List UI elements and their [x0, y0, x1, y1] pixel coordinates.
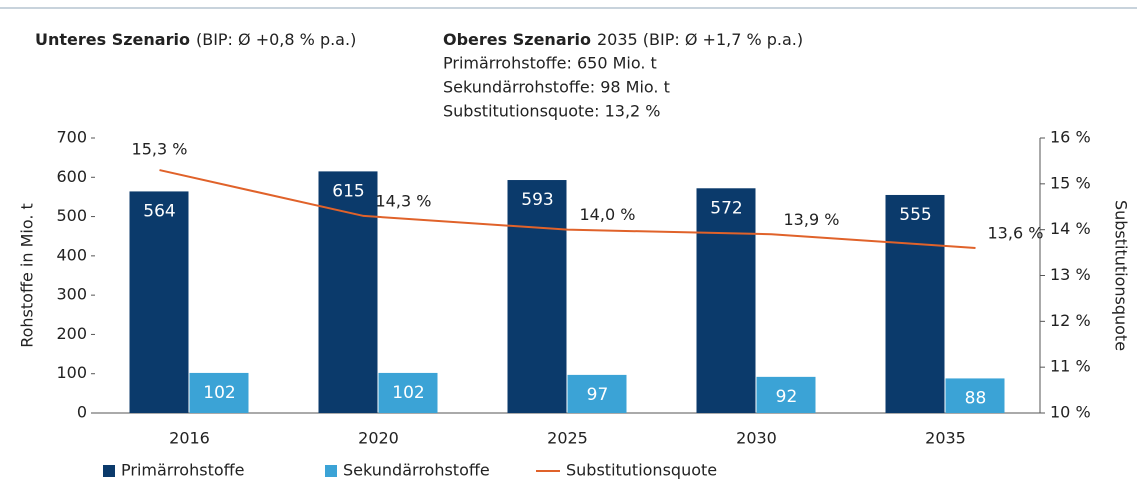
- annotation-line: Primärrohstoffe: 650 Mio. t: [443, 54, 657, 73]
- line-label: 14,3 %: [376, 191, 432, 210]
- annotation: Unteres Szenario (BIP: Ø +0,8 % p.a.): [35, 30, 356, 49]
- y2-tick-label: 10 %: [1050, 403, 1091, 422]
- bar: [378, 372, 438, 413]
- y2-tick-label: 11 %: [1050, 357, 1091, 376]
- y-tick-label: 700: [56, 128, 87, 147]
- bar-label: 555: [899, 205, 931, 225]
- x-tick-label: 2035: [925, 429, 966, 448]
- y2-tick-label: 13 %: [1050, 265, 1091, 284]
- bar: [756, 376, 816, 413]
- line-label: 15,3 %: [132, 140, 188, 159]
- bar-label: 88: [965, 388, 987, 408]
- bar-label: 564: [143, 201, 175, 221]
- y-tick-label: 600: [56, 167, 87, 186]
- legend-swatch: [103, 465, 115, 477]
- y-tick-label: 200: [56, 324, 87, 343]
- bar-label: 102: [392, 383, 424, 403]
- bar-label: 97: [587, 385, 609, 405]
- bar: [129, 191, 189, 413]
- line-label: 13,6 %: [988, 224, 1044, 243]
- bar: [567, 374, 627, 413]
- bar-label: 615: [332, 181, 364, 201]
- bar: [945, 378, 1005, 413]
- line: [159, 169, 976, 249]
- annotation-title: Oberes Szenario: [443, 30, 591, 49]
- x-tick-label: 2016: [169, 429, 210, 448]
- y-tick-label: 400: [56, 245, 87, 264]
- y-tick-label: 500: [56, 206, 87, 225]
- y-tick-label: 100: [56, 363, 87, 382]
- bar: [189, 372, 249, 413]
- annotation-line: Sekundärrohstoffe: 98 Mio. t: [443, 78, 670, 97]
- annotation: Oberes Szenario 2035 (BIP: Ø +1,7 % p.a.): [443, 30, 803, 49]
- y2-tick-label: 16 %: [1050, 128, 1091, 147]
- line-label: 13,9 %: [784, 210, 840, 229]
- bar-label: 572: [710, 198, 742, 218]
- x-tick-label: 2020: [358, 429, 399, 448]
- bar-label: 102: [203, 383, 235, 403]
- legend-swatch: [325, 465, 337, 477]
- x-tick-label: 2030: [736, 429, 777, 448]
- annotation-text: 2035 (BIP: Ø +1,7 % p.a.): [597, 30, 803, 49]
- bar: [696, 188, 756, 413]
- y2-axis-title: Substitutionsquote: [1112, 200, 1131, 351]
- y-axis-title: Rohstoffe in Mio. t: [18, 203, 37, 348]
- y-tick-label: 0: [77, 403, 87, 422]
- annotation-line: Substitutionsquote: 13,2 %: [443, 102, 661, 121]
- x-tick-label: 2025: [547, 429, 588, 448]
- bar-label: 92: [776, 387, 798, 407]
- line-label: 14,0 %: [580, 205, 636, 224]
- legend-label: Primärrohstoffe: [121, 461, 245, 480]
- annotation-text: (BIP: Ø +0,8 % p.a.): [196, 30, 356, 49]
- legend-label: Substitutionsquote: [566, 461, 717, 480]
- annotation-title: Unteres Szenario: [35, 30, 190, 49]
- y2-tick-label: 14 %: [1050, 219, 1091, 238]
- bar: [885, 194, 945, 413]
- bar-label: 593: [521, 190, 553, 210]
- legend-label: Sekundärrohstoffe: [343, 461, 490, 480]
- y2-tick-label: 12 %: [1050, 311, 1091, 330]
- y2-tick-label: 15 %: [1050, 173, 1091, 192]
- bar: [507, 180, 567, 413]
- y-tick-label: 300: [56, 285, 87, 304]
